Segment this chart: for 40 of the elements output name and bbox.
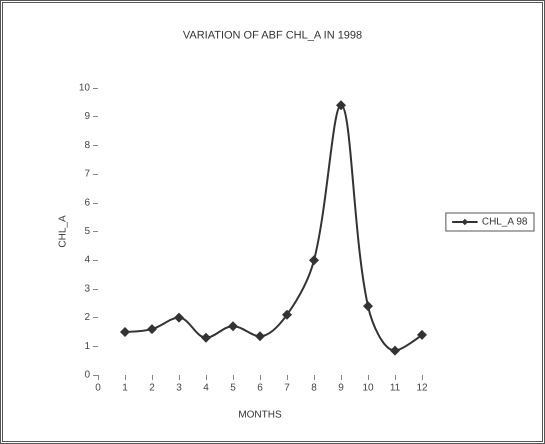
y-tick-label: 2 [84, 312, 90, 324]
y-tick-label: 0 [84, 370, 90, 380]
y-tick-label: 9 [84, 111, 90, 122]
point [417, 330, 427, 340]
point [228, 321, 238, 332]
y-tick-label: 8 [84, 140, 90, 151]
y-axis-title: CHL_A [57, 215, 68, 248]
point [174, 312, 184, 323]
legend-label: CHL_A 98 [482, 216, 528, 228]
x-tick-label: 12 [416, 382, 428, 394]
point [363, 301, 373, 312]
x-tick-label: 8 [311, 382, 318, 394]
y-tick-label: 1 [84, 340, 90, 352]
y-tick-label: 5 [84, 226, 90, 237]
y-tick-label: 6 [84, 197, 90, 208]
chart-title: VARIATION OF ABF CHL_A IN 1998 [182, 30, 362, 42]
x-tick-label: 9 [338, 382, 344, 394]
point [390, 346, 400, 356]
x-tick-label: 1 [122, 382, 128, 394]
x-axis-title: MONTHS [238, 410, 282, 420]
point [255, 331, 265, 342]
point [282, 310, 292, 320]
y-tick-label: 10 [78, 82, 90, 94]
point [147, 324, 157, 334]
point [201, 332, 211, 343]
x-tick-label: 11 [390, 382, 401, 394]
y-tick-label: 3 [84, 283, 90, 294]
x-tick-label: 3 [176, 382, 182, 394]
x-tick-label: 4 [203, 382, 210, 394]
x-tick-label: 2 [149, 382, 156, 394]
x-tick-label: 0 [95, 382, 102, 394]
y-tick-label: 4 [84, 254, 90, 266]
point [120, 326, 130, 337]
x-tick-label: 5 [230, 382, 236, 394]
point [309, 255, 319, 266]
point [336, 100, 346, 110]
x-tick-label: 7 [284, 382, 290, 394]
x-tick-label: 10 [362, 382, 374, 394]
x-tick-label: 6 [257, 382, 264, 394]
y-tick-label: 7 [84, 168, 90, 180]
